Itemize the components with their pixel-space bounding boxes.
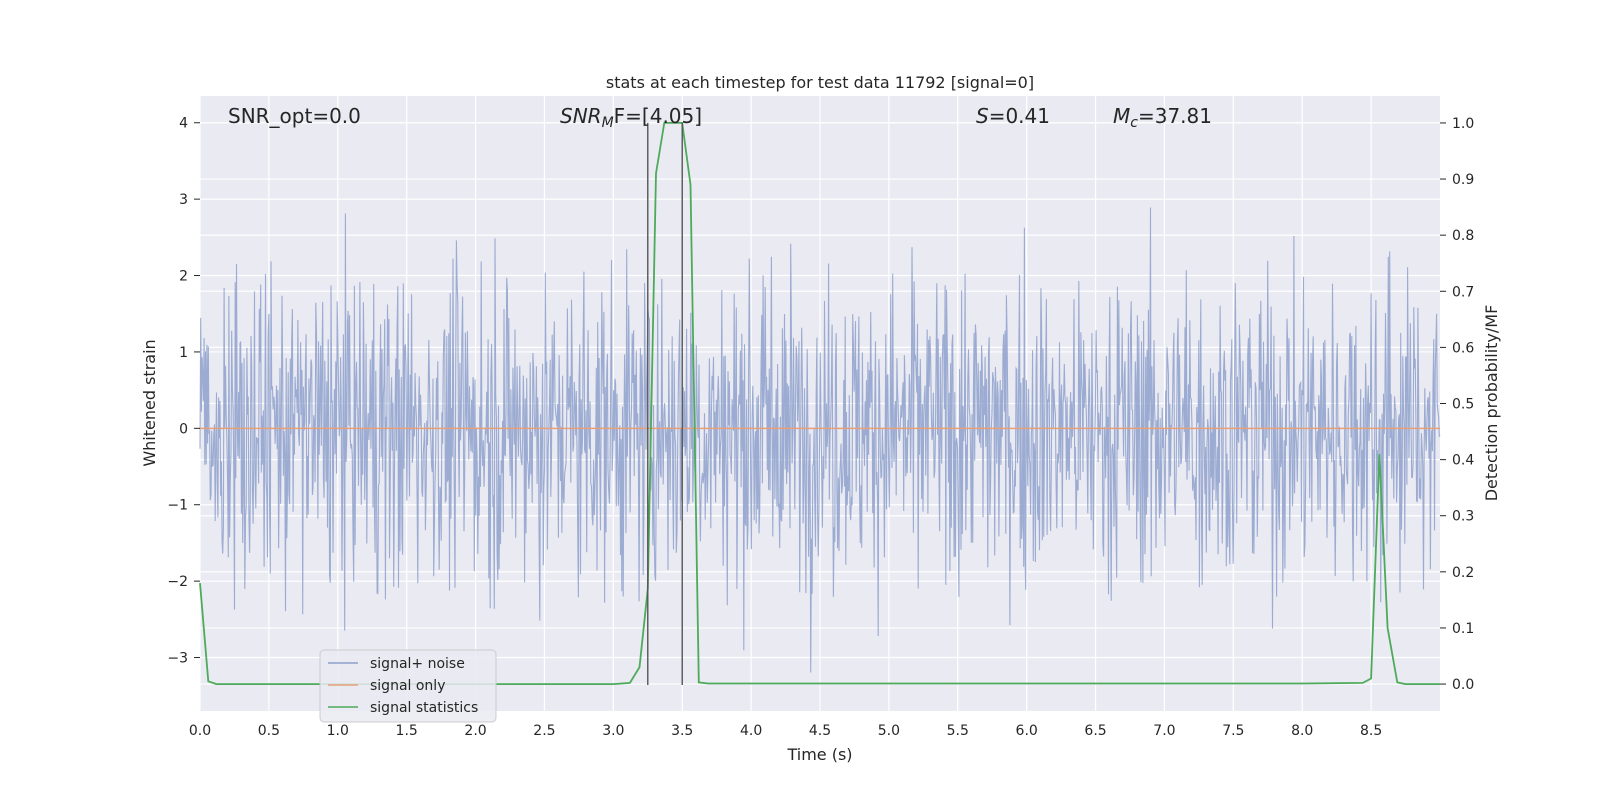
x-tick-label: 6.5	[1084, 723, 1106, 739]
legend-label-signal-statistics: signal statistics	[370, 700, 478, 716]
annotation-mc: Mc=37.81	[1113, 104, 1212, 131]
x-tick-label: 2.5	[533, 723, 555, 739]
y-axis-label-left: Whitened strain	[140, 339, 159, 466]
tick-labels: 0.0 0.5 1.0 1.5 2.0 2.5 3.0 3.5 4.0 4.5 5.0 5.5 6.0 6…	[167, 116, 1474, 739]
y-tick-label-left: −2	[167, 574, 188, 590]
x-tick-label: 1.5	[396, 723, 418, 739]
y-tick-label-right: 0.1	[1452, 621, 1474, 637]
x-tick-label: 4.0	[740, 723, 762, 739]
chart-title: stats at each timestep for test data 117…	[606, 73, 1034, 92]
snr-mf-base: SNR	[560, 104, 602, 128]
y-tick-label-right: 0.5	[1452, 397, 1474, 413]
y-tick-label-right: 1.0	[1452, 116, 1474, 132]
y-tick-label-right: 0.8	[1452, 228, 1474, 244]
mc-sub: c	[1130, 115, 1138, 131]
y-tick-label-left: 3	[179, 192, 188, 208]
y-tick-label-left: −1	[167, 498, 188, 514]
y-tick-label-right: 0.0	[1452, 677, 1474, 693]
x-tick-label: 8.5	[1360, 723, 1382, 739]
x-tick-label: 3.5	[671, 723, 693, 739]
x-tick-label: 6.0	[1016, 723, 1038, 739]
legend-box	[319, 649, 497, 723]
x-tick-label: 5.5	[947, 723, 969, 739]
x-tick-label: 7.5	[1222, 723, 1244, 739]
y-tick-label-left: −3	[167, 651, 188, 667]
y-tick-label-left: 1	[179, 345, 188, 361]
x-tick-label: 7.0	[1153, 723, 1175, 739]
y-axis-label-right: Detection probability/MF	[1482, 305, 1501, 502]
y-tick-label-left: 0	[179, 421, 188, 437]
s-rest: =0.41	[989, 104, 1050, 128]
annotation-s: S=0.41	[976, 104, 1050, 128]
y-tick-label-right: 0.7	[1452, 284, 1474, 300]
vertical-markers	[647, 122, 683, 685]
x-tick-label: 1.0	[327, 723, 349, 739]
snr-mf-rest: F=[4.05]	[614, 104, 702, 128]
x-tick-label: 3.0	[602, 723, 624, 739]
s-var: S	[976, 104, 989, 128]
x-tick-label: 5.0	[878, 723, 900, 739]
x-tick-label: 0.0	[189, 723, 211, 739]
series-signal-noise	[199, 207, 1441, 673]
mc-var: M	[1113, 104, 1130, 128]
line-signal-noise	[199, 207, 1441, 673]
x-tick-label: 8.0	[1291, 723, 1313, 739]
y-tick-label-left: 2	[179, 269, 188, 285]
legend-label-signal-only: signal only	[370, 678, 445, 694]
x-tick-label: 0.5	[258, 723, 280, 739]
y-tick-label-right: 0.3	[1452, 509, 1474, 525]
y-tick-label-right: 0.6	[1452, 340, 1474, 356]
legend-label-signal-noise: signal+ noise	[370, 656, 465, 672]
mc-rest: =37.81	[1138, 104, 1212, 128]
annotation-snr-mf: SNRMF=[4.05]	[560, 104, 702, 131]
snr-mf-sub: M	[602, 115, 614, 131]
x-tick-label: 2.0	[464, 723, 486, 739]
x-axis-label: Time (s)	[786, 745, 852, 764]
y-tick-label-right: 0.9	[1452, 172, 1474, 188]
y-tick-label-right: 0.4	[1452, 453, 1474, 469]
y-tick-label-right: 0.2	[1452, 565, 1474, 581]
annotation-snr-opt: SNR_opt=0.0	[228, 104, 361, 128]
legend: signal+ noise signal only signal statist…	[319, 649, 497, 723]
y-tick-label-left: 4	[179, 116, 188, 132]
x-tick-label: 4.5	[809, 723, 831, 739]
